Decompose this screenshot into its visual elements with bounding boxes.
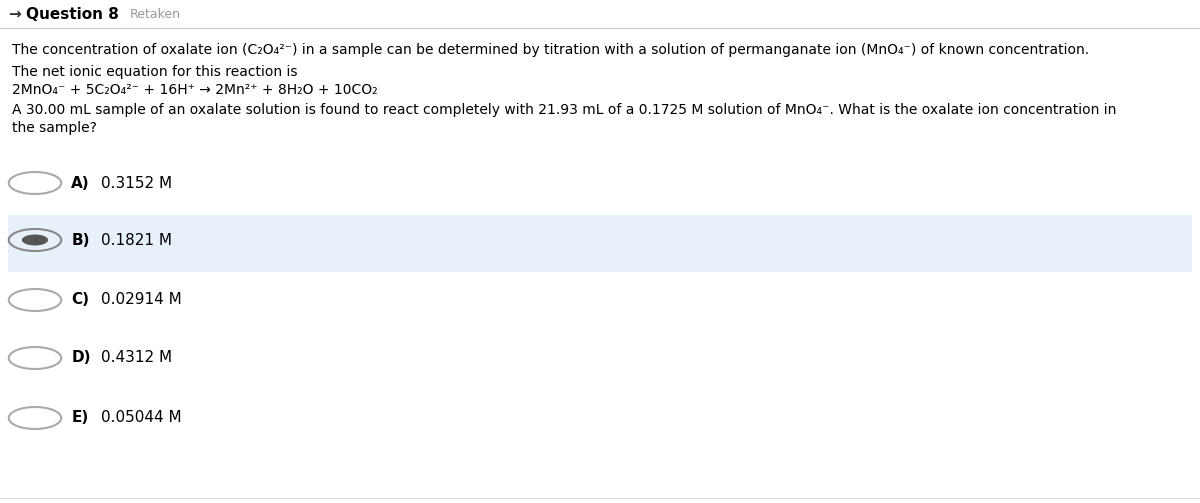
Text: Retaken: Retaken bbox=[130, 8, 181, 21]
Text: the sample?: the sample? bbox=[12, 121, 97, 135]
Ellipse shape bbox=[22, 234, 48, 245]
Text: →: → bbox=[8, 7, 20, 22]
Bar bbox=[8, 215, 1192, 272]
Text: 0.4312 M: 0.4312 M bbox=[101, 351, 173, 366]
Text: 0.05044 M: 0.05044 M bbox=[101, 410, 182, 426]
Text: E): E) bbox=[71, 410, 89, 426]
Text: The concentration of oxalate ion (C₂O₄²⁻) in a sample can be determined by titra: The concentration of oxalate ion (C₂O₄²⁻… bbox=[12, 43, 1090, 57]
Text: C): C) bbox=[71, 293, 89, 307]
Text: A): A) bbox=[71, 176, 90, 191]
Text: 0.3152 M: 0.3152 M bbox=[101, 176, 173, 191]
Text: D): D) bbox=[71, 351, 91, 366]
Text: Question 8: Question 8 bbox=[26, 7, 119, 22]
Text: B): B) bbox=[71, 232, 90, 247]
Text: A 30.00 mL sample of an oxalate solution is found to react completely with 21.93: A 30.00 mL sample of an oxalate solution… bbox=[12, 103, 1116, 117]
Text: 2MnO₄⁻ + 5C₂O₄²⁻ + 16H⁺ → 2Mn²⁺ + 8H₂O + 10CO₂: 2MnO₄⁻ + 5C₂O₄²⁻ + 16H⁺ → 2Mn²⁺ + 8H₂O +… bbox=[12, 83, 378, 97]
Text: 0.02914 M: 0.02914 M bbox=[101, 293, 182, 307]
Text: 0.1821 M: 0.1821 M bbox=[101, 232, 173, 247]
Text: The net ionic equation for this reaction is: The net ionic equation for this reaction… bbox=[12, 65, 298, 79]
